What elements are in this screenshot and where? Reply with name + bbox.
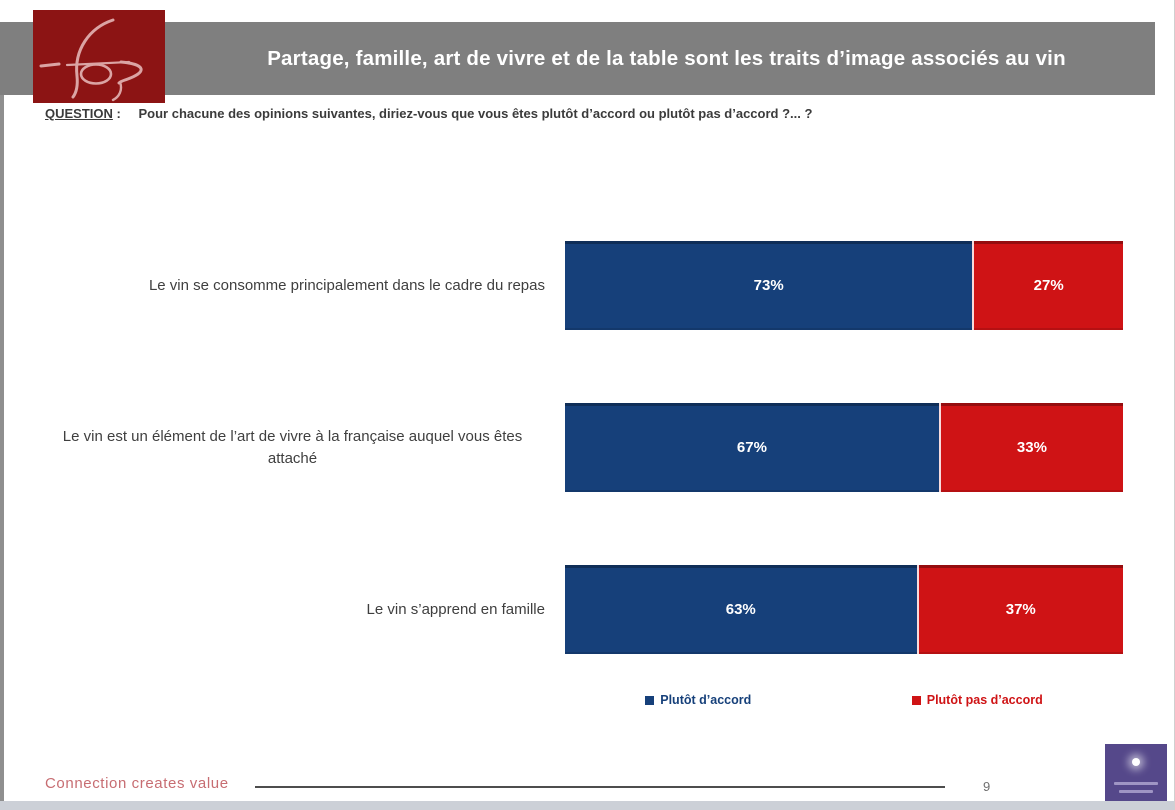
chart-row: Le vin s’apprend en famille 63% 37% [0, 565, 1174, 654]
bar-value-label: 37% [1005, 601, 1036, 618]
question-text: Pour chacune des opinions suivantes, dir… [138, 106, 813, 121]
bar-segment-disagree: 37% [916, 565, 1123, 654]
bar-segment-agree: 73% [565, 241, 973, 330]
category-label: Le vin est un élément de l’art de vivre … [62, 427, 523, 467]
window-edge-left [0, 22, 4, 810]
page-number: 9 [983, 779, 991, 794]
window-edge-bottom [0, 801, 1174, 810]
bar-value-label: 27% [1033, 277, 1064, 294]
chart-row: Le vin est un élément de l’art de vivre … [0, 403, 1174, 492]
bar-value-label: 33% [1016, 439, 1047, 456]
page-title: Partage, famille, art de vivre et de la … [267, 46, 1066, 70]
corner-logo-text-line [1114, 782, 1158, 785]
corner-logo [1105, 744, 1167, 805]
legend-swatch-agree-icon [645, 695, 655, 705]
corner-logo-text-line [1119, 790, 1153, 793]
ifop-logo-icon [39, 18, 143, 102]
bar-segment-agree: 67% [565, 403, 939, 492]
legend-item-agree: Plutôt d’accord [645, 693, 751, 707]
category-label-cell: Le vin se consomme principalement dans l… [30, 241, 545, 330]
stacked-bar: 73% 27% [565, 241, 1123, 330]
bar-segment-disagree: 27% [972, 241, 1123, 330]
bar-value-label: 63% [725, 601, 756, 618]
category-label-cell: Le vin s’apprend en famille [30, 565, 545, 654]
category-label-cell: Le vin est un élément de l’art de vivre … [30, 403, 545, 492]
chart-legend: Plutôt d’accord Plutôt pas d’accord [565, 693, 1123, 707]
ifop-logo [33, 10, 165, 103]
chart-row: Le vin se consomme principalement dans l… [0, 241, 1174, 330]
legend-label-agree: Plutôt d’accord [660, 693, 752, 707]
legend-item-disagree: Plutôt pas d’accord [911, 693, 1043, 707]
bar-value-label: 73% [753, 277, 784, 294]
question-colon: : [112, 106, 121, 121]
header-band: Partage, famille, art de vivre et de la … [0, 22, 1155, 95]
category-label: Le vin se consomme principalement dans l… [148, 276, 545, 294]
question-line: QUESTION : Pour chacune des opinions sui… [45, 106, 1125, 121]
legend-label-disagree: Plutôt pas d’accord [926, 693, 1043, 707]
category-label: Le vin s’apprend en famille [366, 600, 545, 618]
sparkle-icon [1132, 758, 1140, 766]
stacked-bar: 63% 37% [565, 565, 1123, 654]
stacked-bar: 67% 33% [565, 403, 1123, 492]
bar-segment-disagree: 33% [938, 403, 1123, 492]
footer-divider [255, 786, 945, 788]
bar-segment-agree: 63% [565, 565, 917, 654]
question-label: QUESTION [45, 106, 113, 121]
footer-slogan: Connection creates value [45, 775, 229, 792]
bar-value-label: 67% [736, 439, 767, 456]
legend-swatch-disagree-icon [911, 695, 921, 705]
